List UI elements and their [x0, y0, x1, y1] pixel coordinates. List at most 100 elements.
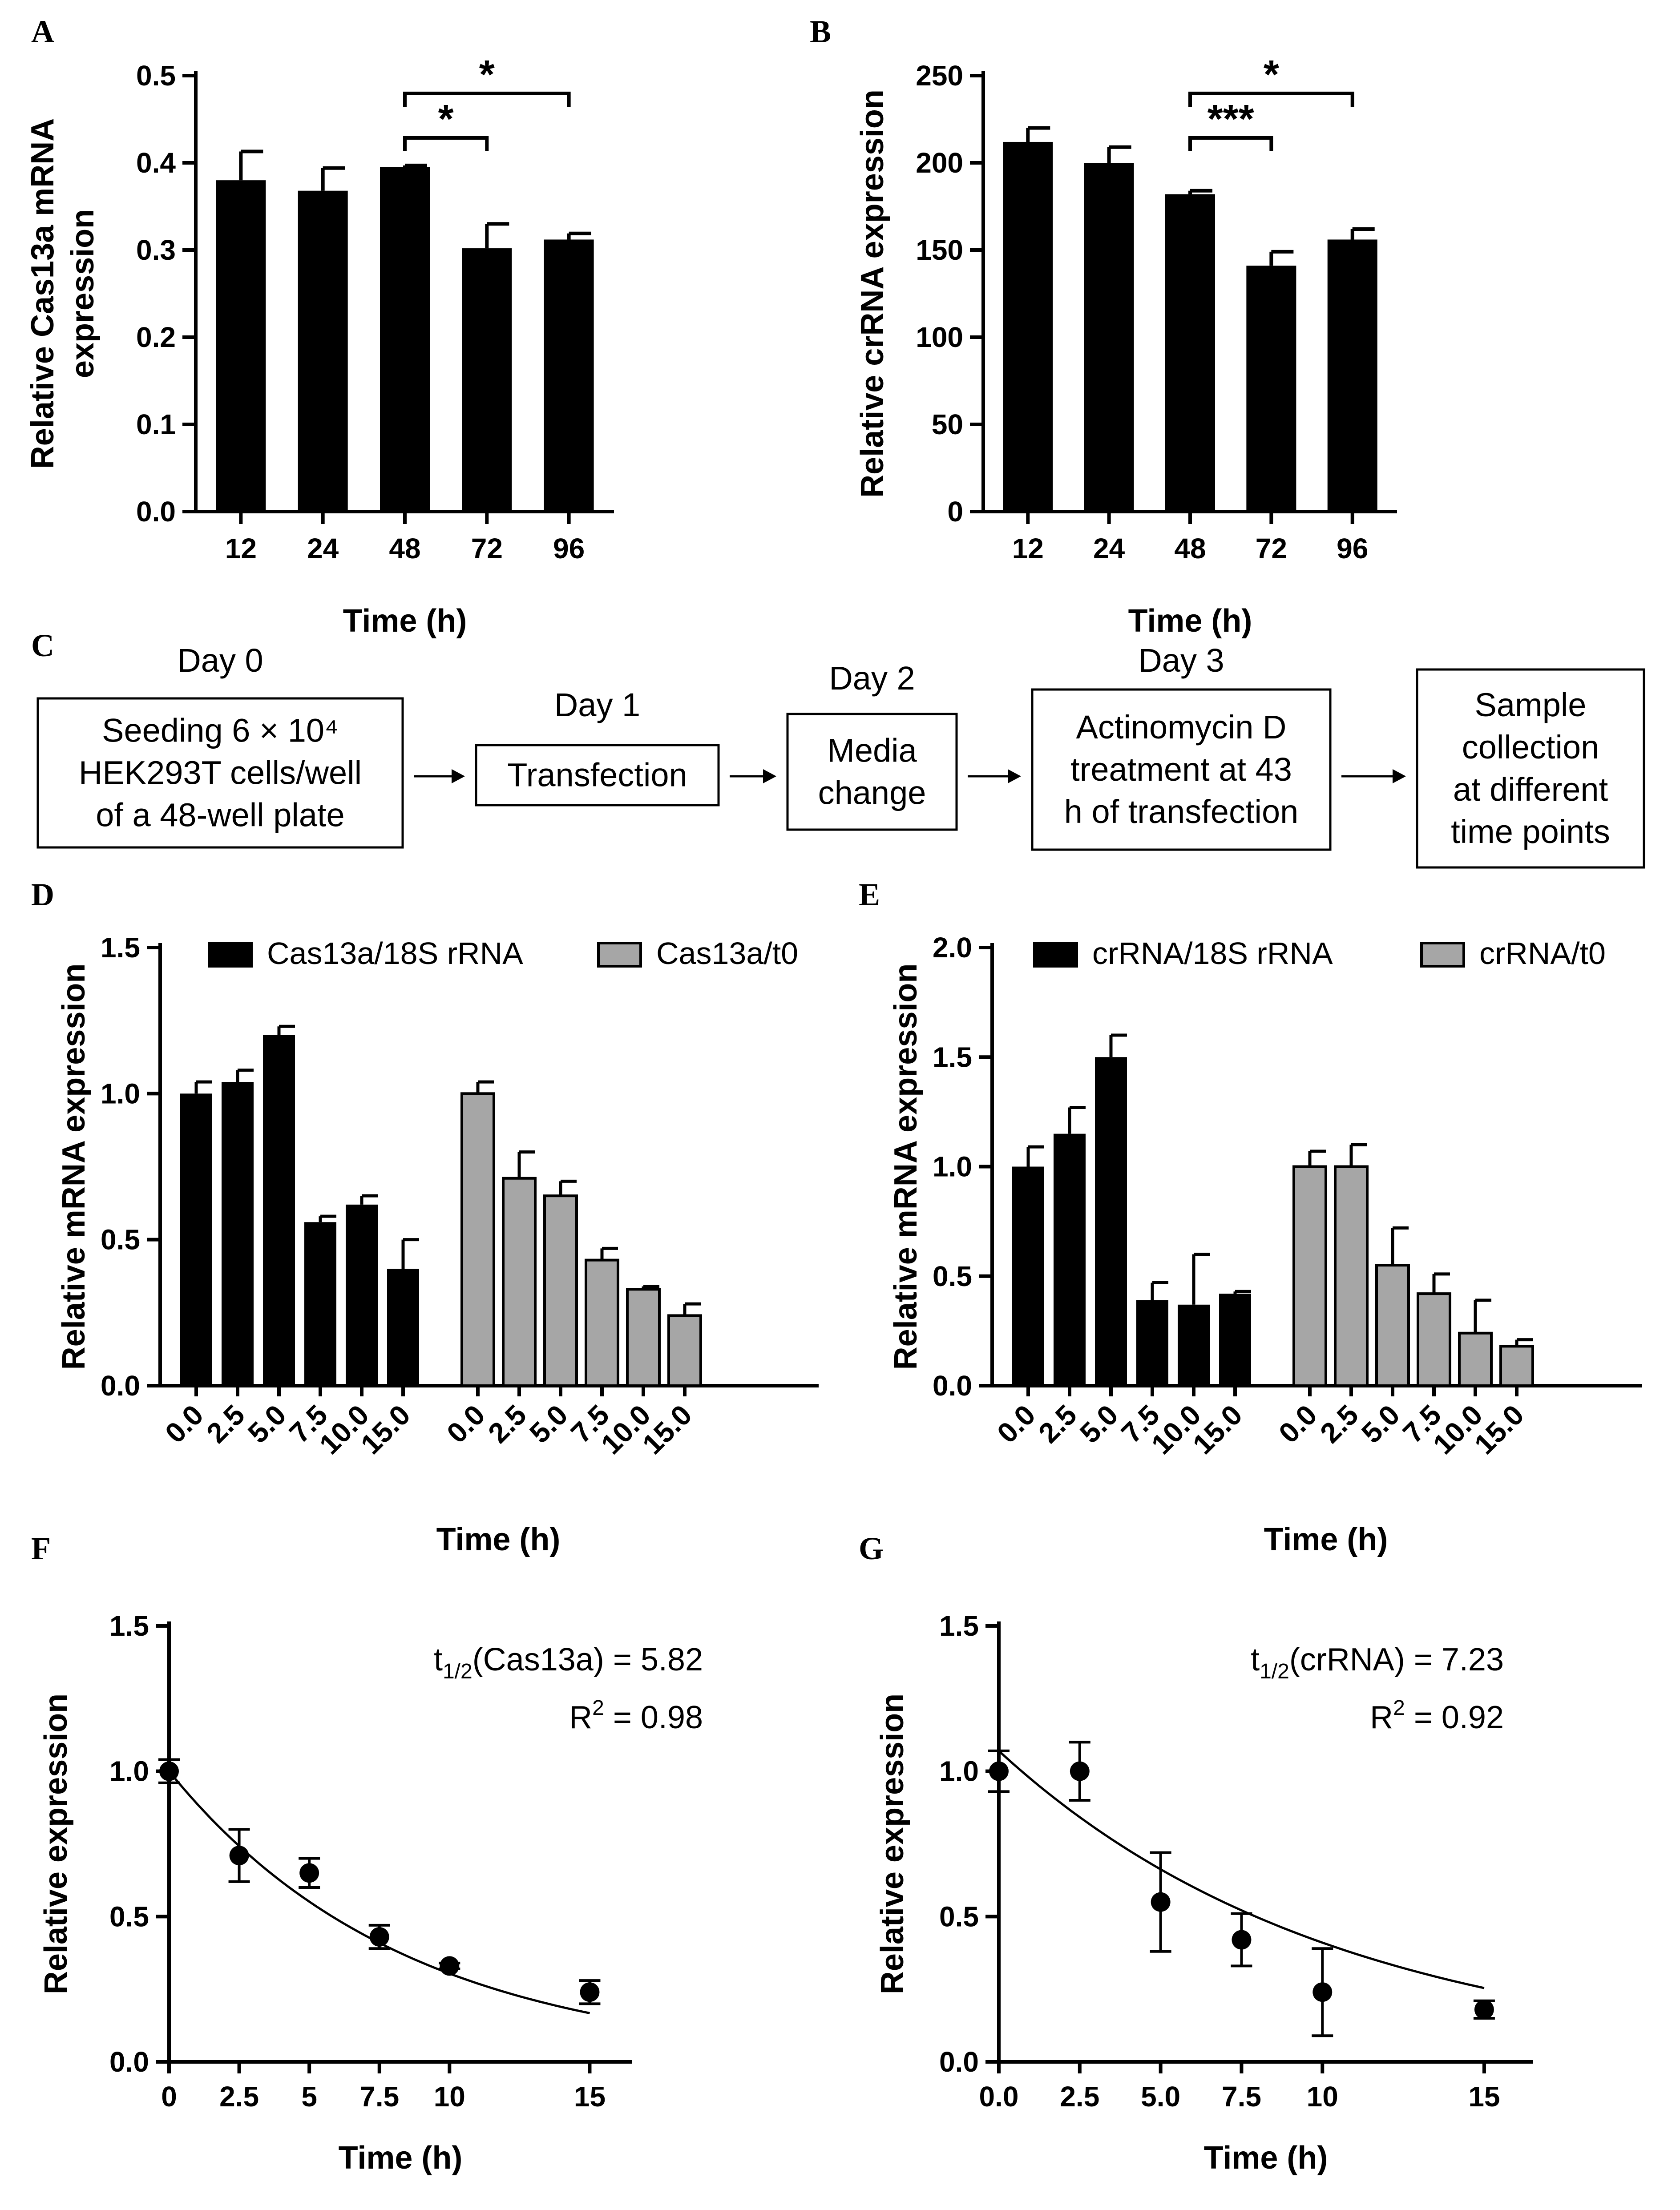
- d-x-tick-label: 2.5: [482, 1399, 533, 1449]
- flow-step-text: Actinomycin D: [1076, 709, 1287, 746]
- g-data-point: [1232, 1930, 1252, 1950]
- g-x-tick-label: 15: [1468, 2081, 1500, 2113]
- g-fit-curve: [998, 1750, 1485, 1989]
- flow-step-text: HEK293T cells/well: [79, 754, 362, 791]
- f-x-tick-label: 7.5: [359, 2081, 399, 2113]
- b-significance-bracket: [1188, 92, 1354, 107]
- f-x-tick-label: 0: [161, 2081, 177, 2113]
- e-x-tick-label: 0.0: [991, 1399, 1042, 1449]
- f-y-tick-label: 1.0: [109, 1755, 149, 1787]
- g-y-label-line: Relative expression: [875, 1694, 910, 1994]
- a-x-tick-label: 12: [225, 532, 257, 565]
- b-x-tick-label: 12: [1012, 532, 1044, 565]
- d-x-tick-label: 0.0: [159, 1399, 210, 1449]
- g-data-point: [1312, 1982, 1333, 2002]
- chart-e: 0.00.51.01.52.00.02.55.07.510.015.0crRNA…: [888, 932, 1642, 1557]
- b-significance-label: ***: [1208, 97, 1254, 141]
- f-x-tick-label: 5: [301, 2081, 317, 2113]
- g-y-tick-label: 1.5: [939, 1610, 979, 1642]
- a-bar: [380, 167, 430, 512]
- f-y-label: Relative expression: [38, 1694, 74, 1994]
- d-x-label: Time (h): [436, 1522, 561, 1557]
- flow-step-box: [1031, 688, 1332, 851]
- flow-step-day: Day 0: [177, 642, 263, 679]
- e-bar: [1458, 1331, 1493, 1387]
- b-y-tick-label: 0: [947, 496, 963, 528]
- e-bar: [1334, 1165, 1369, 1387]
- g-data-point: [1474, 2000, 1494, 2020]
- g-annotation-part: R: [1370, 1700, 1393, 1735]
- f-annotation-part: = 0.98: [604, 1700, 703, 1735]
- flow-step-text: h of transfection: [1064, 793, 1299, 830]
- b-x-label: Time (h): [1128, 603, 1252, 639]
- e-bar: [1136, 1300, 1168, 1386]
- g-annotation-subscript: 1/2: [1260, 1660, 1289, 1683]
- flow-step-text: Transfection: [507, 757, 687, 794]
- flow-arrow-head: [1008, 769, 1021, 783]
- f-annotation-part: t: [434, 1642, 443, 1678]
- d-x-tick-label: 5.0: [523, 1399, 574, 1449]
- d-y-tick-label: 1.0: [101, 1077, 140, 1109]
- b-significance-bracket: [1188, 136, 1273, 151]
- flow-step-day: Day 3: [1138, 642, 1224, 679]
- a-y-tick-label: 0.5: [136, 60, 176, 92]
- f-y-label-line: Relative expression: [38, 1694, 74, 1994]
- d-x-tick-label: 5.0: [242, 1399, 292, 1449]
- flow-step-box: [1416, 668, 1645, 869]
- b-significance-label: *: [1264, 52, 1279, 97]
- a-bar: [298, 190, 348, 512]
- d-x-tick-label: 15.0: [636, 1399, 698, 1460]
- flow-step-box: [475, 744, 720, 807]
- g-x-tick-label: 10: [1307, 2081, 1338, 2113]
- e-x-tick-label: 5.0: [1074, 1399, 1124, 1449]
- f-data-point: [299, 1863, 319, 1883]
- f-data-point: [369, 1927, 389, 1947]
- f-annotation-subscript: 1/2: [443, 1660, 472, 1683]
- g-y-tick-label: 0.0: [939, 2046, 979, 2078]
- a-y-tick-label: 0.4: [136, 147, 176, 179]
- e-legend-swatch: [1420, 942, 1465, 968]
- panel-label-e: E: [859, 877, 880, 912]
- e-y-label-line: Relative mRNA expression: [888, 964, 924, 1370]
- d-y-tick-label: 0.0: [101, 1370, 140, 1402]
- d-bar: [180, 1093, 212, 1386]
- a-y-label-line: Relative Cas13a mRNA: [25, 118, 61, 469]
- f-x-tick-label: 2.5: [219, 2081, 259, 2113]
- e-x-tick-label: 15.0: [1187, 1399, 1248, 1460]
- e-bar: [1375, 1264, 1410, 1387]
- a-y-tick-label: 0.3: [136, 234, 176, 266]
- flow-step-text: change: [818, 774, 926, 811]
- g-data-point: [989, 1761, 1009, 1781]
- d-bar: [222, 1082, 254, 1386]
- d-bar: [626, 1288, 661, 1387]
- f-annotation-superscript: 2: [592, 1696, 604, 1720]
- chart-b: 0 50 100 150 200 250 12 24 48 72 96 Time (h) Relativ…: [855, 52, 1397, 639]
- b-y-tick-label: 200: [916, 147, 963, 179]
- a-significance-label: *: [479, 52, 495, 97]
- panel-label-c: C: [31, 628, 54, 663]
- d-x-tick-label: 0.0: [440, 1399, 491, 1449]
- g-annotation-superscript: 2: [1393, 1696, 1405, 1720]
- flow-step-day: Day 2: [829, 660, 915, 697]
- a-significance-bracket: [403, 136, 489, 151]
- g-annotation-part: t: [1251, 1642, 1260, 1678]
- g-x-tick-label: 2.5: [1060, 2081, 1099, 2113]
- f-fit-curve: [168, 1770, 590, 2014]
- a-y-tick-label: 0.0: [136, 496, 176, 528]
- b-x-tick-label: 72: [1256, 532, 1287, 565]
- f-annotation-part: (Cas13a) = 5.82: [472, 1642, 703, 1678]
- g-data-point: [1151, 1892, 1171, 1912]
- d-y-tick-label: 1.5: [101, 932, 140, 964]
- b-x-tick-label: 96: [1337, 532, 1368, 565]
- d-legend-swatch: [208, 942, 253, 968]
- flow-step-text: Seeding 6 × 10⁴: [102, 712, 339, 749]
- b-bar: [1327, 239, 1377, 512]
- flow-step-text: Media: [827, 732, 917, 769]
- a-y-tick-label: 0.2: [136, 321, 176, 353]
- flow-step-text: time points: [1451, 813, 1610, 850]
- e-y-tick-label: 0.5: [933, 1260, 972, 1292]
- b-y-label-line: Relative crRNA expression: [855, 89, 890, 498]
- e-legend-label: crRNA/t0: [1479, 936, 1606, 971]
- a-x-tick-label: 24: [307, 532, 339, 565]
